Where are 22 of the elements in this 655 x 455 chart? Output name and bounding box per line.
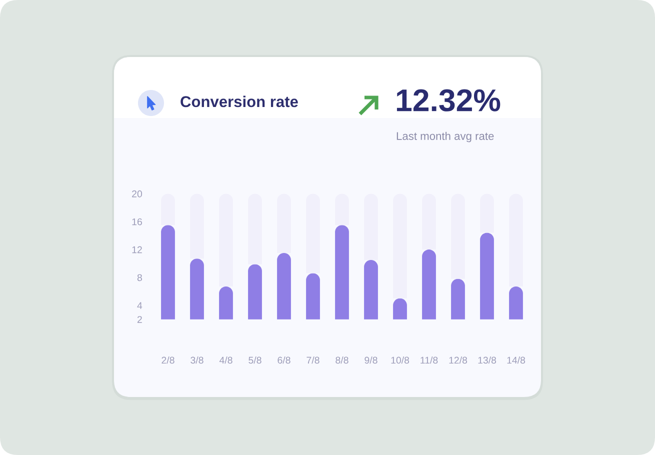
x-tick-label: 7/8 (306, 356, 320, 364)
x-tick-label: 3/8 (190, 356, 204, 364)
text: Last month avg rate (396, 132, 494, 142)
y-tick-label: 20 (132, 190, 142, 198)
x-tick-label: 6/8 (278, 356, 290, 364)
x-tick-label: 10/8 (391, 356, 410, 364)
text: 12.32% (396, 89, 500, 112)
x-tick-label: 14/8 (507, 356, 526, 364)
y-tick-label: 12 (132, 246, 142, 254)
x-tick-label: 12/8 (449, 356, 468, 364)
x-tick-label: 2/8 (162, 356, 174, 364)
x-tick-label: 8/8 (336, 356, 348, 364)
y-tick-label: 4 (137, 302, 142, 309)
x-tick-label: 13/8 (478, 356, 496, 364)
x-tick-label: 5/8 (248, 356, 262, 364)
chart-title: Conversion rate (180, 96, 298, 108)
y-tick-label: 2 (137, 316, 142, 323)
x-tick-label: 9/8 (364, 356, 378, 364)
x-tick-label: 11/8 (420, 356, 438, 364)
y-tick-label: 8 (137, 274, 142, 282)
x-tick-label: 4/8 (219, 356, 232, 364)
y-tick-label: 16 (132, 218, 142, 226)
